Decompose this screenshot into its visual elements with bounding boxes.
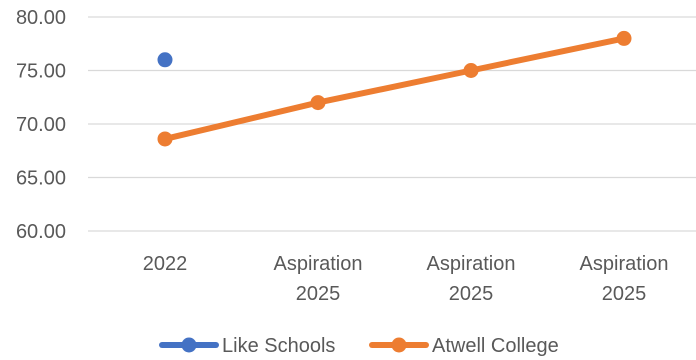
x-tick-label: 2025: [449, 283, 494, 305]
series-layer: [157, 30, 632, 147]
legend-label: Atwell College: [432, 335, 559, 357]
legend-swatch-marker: [391, 337, 407, 353]
series-1: [157, 30, 632, 147]
data-point: [157, 131, 173, 147]
legend-swatch-marker: [181, 337, 197, 353]
x-tick-label: Aspiration: [274, 253, 363, 275]
legend: Like Schools Atwell College: [159, 335, 559, 357]
x-tick-label: 2025: [602, 283, 647, 305]
legend-label: Like Schools: [222, 335, 335, 357]
legend-item: Like Schools: [159, 335, 335, 357]
gridlines: [88, 16, 696, 232]
x-category: 2022: [143, 253, 188, 275]
x-tick-label: 2022: [143, 253, 188, 275]
data-point: [616, 30, 632, 46]
y-tick-label: 60.00: [16, 221, 66, 243]
x-category: Aspiration 2025: [580, 253, 669, 305]
x-tick-label: Aspiration: [580, 253, 669, 275]
y-tick-label: 75.00: [16, 61, 66, 83]
y-tick-label: 80.00: [16, 7, 66, 29]
series-line: [162, 35, 627, 142]
x-tick-label: 2025: [296, 283, 341, 305]
legend-item: Atwell College: [369, 335, 559, 357]
series-0: [157, 52, 173, 68]
x-tick-label: Aspiration: [427, 253, 516, 275]
y-axis-ticks: 60.00 65.00 70.00 75.00 80.00: [16, 7, 66, 243]
y-tick-label: 70.00: [16, 114, 66, 136]
x-category: Aspiration 2025: [274, 253, 363, 305]
data-point: [310, 95, 326, 111]
x-category: Aspiration 2025: [427, 253, 516, 305]
data-point: [463, 63, 479, 78]
x-axis-categories: 2022 Aspiration2025Aspiration2025Aspirati…: [143, 253, 669, 305]
data-point: [157, 52, 173, 68]
y-tick-label: 65.00: [16, 168, 66, 190]
